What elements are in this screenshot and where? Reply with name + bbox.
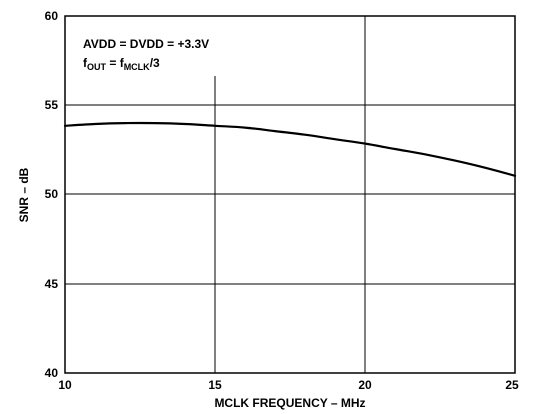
y-tick-60: 60 xyxy=(45,9,59,23)
x-tick-labels: 10 15 20 25 xyxy=(58,378,519,392)
annotation-sub-mclk: MCLK xyxy=(124,62,150,72)
y-tick-55: 55 xyxy=(45,98,59,112)
annotation-line-1: AVDD = DVDD = +3.3V xyxy=(83,37,209,51)
grid-lines xyxy=(65,16,515,373)
x-tick-20: 20 xyxy=(358,378,372,392)
annotation-equals: = xyxy=(106,56,120,70)
annotation-line-2: fOUT = fMCLK/3 xyxy=(83,56,160,72)
x-axis-title: MCLK FREQUENCY – MHz xyxy=(214,396,365,410)
y-tick-40: 40 xyxy=(45,366,59,380)
y-axis-title: SNR – dB xyxy=(17,167,31,222)
annotation-f-out: f xyxy=(83,56,88,70)
y-tick-labels: 60 55 50 45 40 xyxy=(45,9,59,380)
y-tick-45: 45 xyxy=(45,277,59,291)
x-tick-25: 25 xyxy=(505,378,519,392)
y-tick-50: 50 xyxy=(45,187,59,201)
snr-series-line xyxy=(63,121,517,177)
x-tick-10: 10 xyxy=(58,378,72,392)
chart-annotation: AVDD = DVDD = +3.3V fOUT = fMCLK/3 xyxy=(83,37,209,72)
annotation-divide: /3 xyxy=(150,56,160,70)
annotation-f-mclk: f xyxy=(120,56,125,70)
annotation-sub-out: OUT xyxy=(87,62,107,72)
plot-frame xyxy=(64,15,516,374)
x-tick-15: 15 xyxy=(208,378,222,392)
